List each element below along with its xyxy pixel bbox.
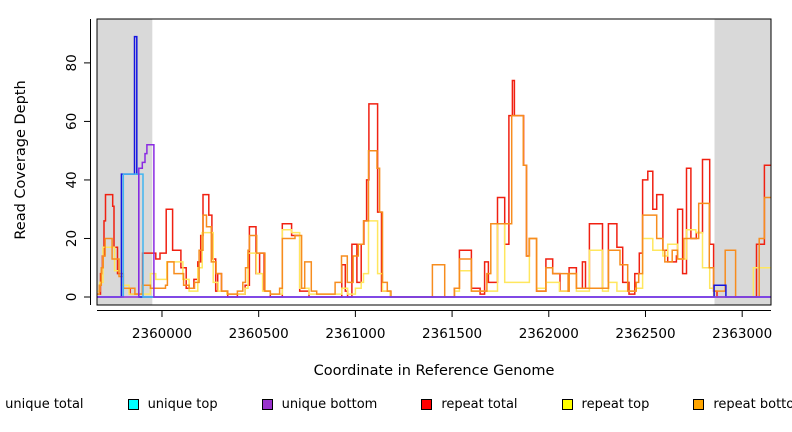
legend-item-repeat-total: repeat total bbox=[421, 397, 518, 412]
y-tick-label: 60 bbox=[64, 113, 80, 130]
y-tick-label: 20 bbox=[64, 230, 80, 247]
x-axis-title: Coordinate in Reference Genome bbox=[314, 363, 555, 379]
legend: unique total unique top unique bottom repea… bbox=[0, 397, 792, 412]
series-lines bbox=[97, 35, 771, 298]
legend-swatch-unique-top bbox=[127, 399, 139, 410]
legend-swatch-repeat-bottom bbox=[693, 399, 705, 410]
legend-label: repeat bottom bbox=[713, 397, 792, 412]
legend-label: repeat total bbox=[441, 397, 518, 412]
x-tick-label: 2360000 bbox=[132, 326, 192, 342]
x-tick-label: 2362500 bbox=[615, 326, 675, 342]
legend-swatch-unique-bottom bbox=[261, 399, 273, 410]
series-unique-total bbox=[97, 35, 771, 298]
series-repeat-bottom bbox=[97, 114, 771, 298]
legend-item-repeat-top: repeat top bbox=[561, 397, 650, 412]
legend-label: unique bottom bbox=[281, 397, 378, 412]
legend-item-unique-top: unique top bbox=[127, 397, 218, 412]
y-tick-label: 40 bbox=[64, 171, 80, 188]
legend-item-unique-bottom: unique bottom bbox=[261, 397, 378, 412]
y-axis-title: Read Coverage Depth bbox=[13, 80, 29, 239]
legend-label: unique top bbox=[147, 397, 218, 412]
shaded-region bbox=[714, 19, 771, 305]
legend-swatch-repeat-total bbox=[421, 399, 433, 410]
legend-label: unique total bbox=[5, 397, 84, 412]
x-tick-label: 2362000 bbox=[519, 326, 579, 342]
x-tick-label: 2360500 bbox=[229, 326, 289, 342]
axes: 2360000 2360500 2361000 2361500 2362000 23625… bbox=[64, 18, 772, 342]
series-repeat-top bbox=[97, 220, 771, 298]
legend-item-unique-total: unique total bbox=[0, 397, 84, 412]
plot-box bbox=[96, 18, 772, 306]
legend-label: repeat top bbox=[581, 397, 650, 412]
series-unique-bottom bbox=[97, 144, 771, 298]
y-tick-label: 80 bbox=[64, 54, 80, 71]
y-tick-label: 0 bbox=[64, 293, 80, 302]
x-tick-label: 2361500 bbox=[422, 326, 482, 342]
legend-swatch-repeat-top bbox=[561, 399, 573, 410]
legend-item-repeat-bottom: repeat bottom bbox=[693, 397, 792, 412]
x-tick-label: 2361000 bbox=[325, 326, 385, 342]
x-tick-label: 2363000 bbox=[712, 326, 772, 342]
